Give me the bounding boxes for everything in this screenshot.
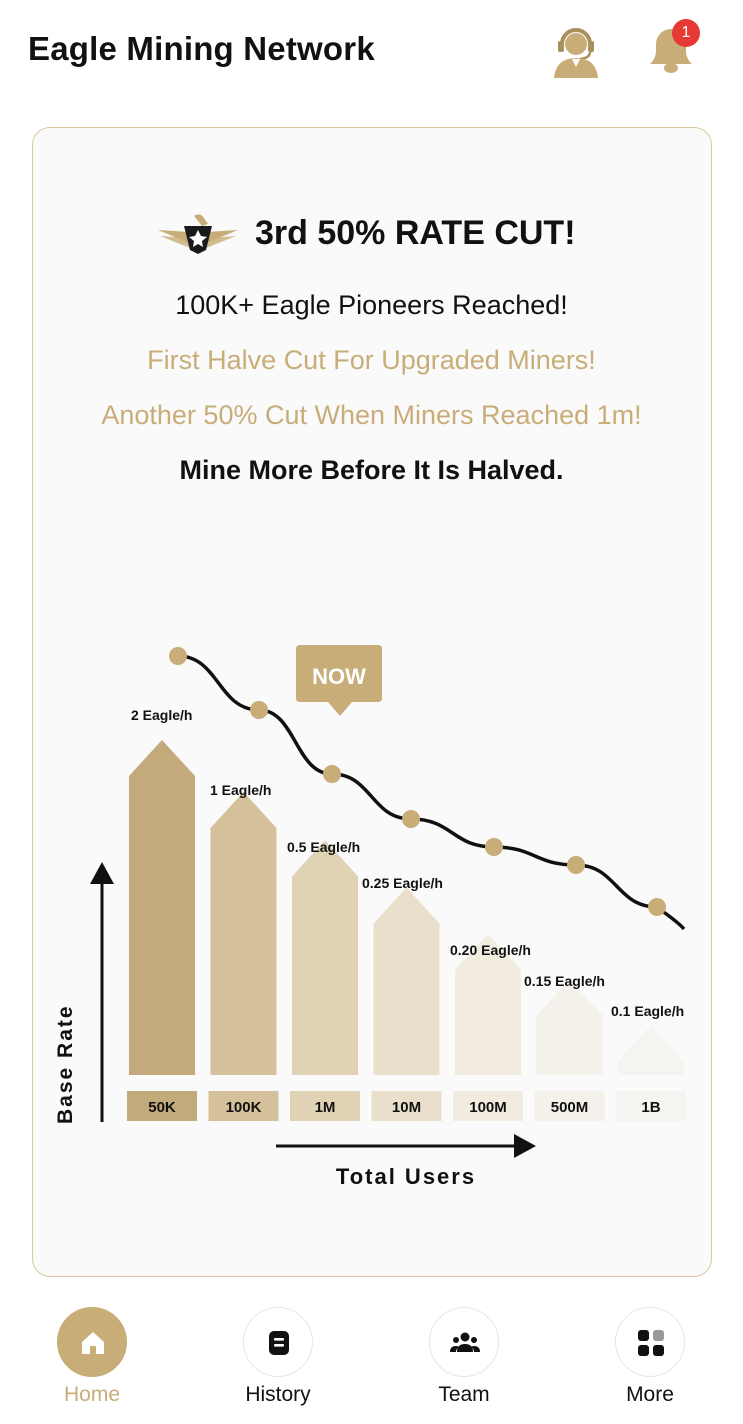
data-label-100M: 0.20 Eagle/h (450, 942, 531, 958)
tick-box-100K (208, 1091, 279, 1121)
tick-label-500M: 500M (551, 1099, 589, 1116)
data-label-500M: 0.15 Eagle/h (524, 973, 605, 989)
tick-box-100M (453, 1091, 523, 1121)
bar-1M (292, 840, 358, 1075)
nav-more[interactable]: More (585, 1307, 715, 1417)
app-title: Eagle Mining Network (28, 30, 375, 67)
data-label-50K: 2 Eagle/h (131, 707, 192, 723)
data-label-100K: 1 Eagle/h (210, 782, 271, 798)
tick-label-1M: 1M (315, 1099, 336, 1116)
tick-label-10M: 10M (392, 1099, 421, 1116)
data-label-1B: 0.1 Eagle/h (611, 1003, 684, 1019)
tick-label-1B: 1B (641, 1099, 660, 1116)
pioneers-text: 100K+ Eagle Pioneers Reached! (175, 290, 568, 320)
tick-box-1M (290, 1091, 360, 1121)
nav-history-circle (243, 1307, 313, 1377)
notification-badge: 1 (672, 19, 700, 47)
app-header: Eagle Mining Network 1 (0, 0, 743, 100)
y-axis-label: Base Rate (54, 1004, 77, 1124)
trend-marker-500M (567, 856, 585, 874)
eagle-logo-icon (158, 214, 238, 254)
bottom-nav: Home History Team (0, 1287, 743, 1424)
more-grid-icon (638, 1330, 664, 1356)
nav-history[interactable]: History (213, 1307, 343, 1417)
tick-box-1B (616, 1091, 686, 1121)
trend-marker-100M (485, 838, 503, 856)
history-document-icon (269, 1331, 289, 1355)
tick-box-10M (371, 1091, 442, 1121)
bar-500M (536, 979, 603, 1075)
trend-marker-10M (402, 810, 420, 828)
headline: 3rd 50% RATE CUT! (255, 214, 576, 252)
tick-box-500M (534, 1091, 605, 1121)
team-people-icon (450, 1332, 480, 1352)
headset-agent-icon (554, 28, 598, 78)
tick-label-100K: 100K (226, 1099, 262, 1116)
nav-home[interactable]: Home (27, 1307, 157, 1417)
nav-more-circle (615, 1307, 685, 1377)
trend-marker-1M (323, 765, 341, 783)
tick-box-50K (127, 1091, 197, 1121)
support-agent-button[interactable] (546, 22, 606, 82)
now-label: NOW (312, 664, 366, 689)
headline-row: 3rd 50% RATE CUT! (0, 212, 743, 260)
bar-100M (455, 933, 521, 1075)
now-callout (296, 645, 382, 716)
nav-history-label: History (245, 1383, 311, 1406)
tick-label-100M: 100M (469, 1099, 507, 1116)
y-axis-arrow (90, 862, 114, 884)
home-icon (82, 1332, 104, 1354)
x-axis-arrow (514, 1134, 536, 1158)
nav-more-label: More (626, 1383, 674, 1406)
data-label-1M: 0.5 Eagle/h (287, 839, 360, 855)
bar-1B (618, 1025, 684, 1075)
x-axis-label: Total Users (336, 1164, 476, 1189)
mine-more-text: Mine More Before It Is Halved. (179, 455, 564, 485)
nav-home-circle (57, 1307, 127, 1377)
nav-team-circle (429, 1307, 499, 1377)
trend-marker-100K (250, 701, 268, 719)
trend-marker-50K (169, 647, 187, 665)
bar-10M (373, 887, 440, 1075)
bar-100K (210, 791, 277, 1075)
trend-marker-1B (648, 898, 666, 916)
tick-label-50K: 50K (148, 1099, 176, 1116)
nav-home-label: Home (63, 1383, 121, 1406)
first-cut-text: First Halve Cut For Upgraded Miners! (147, 345, 596, 375)
another-cut-text: Another 50% Cut When Miners Reached 1m! (101, 400, 642, 430)
nav-team-label: Team (438, 1383, 490, 1406)
data-label-10M: 0.25 Eagle/h (362, 875, 443, 891)
bar-50K (129, 740, 195, 1075)
nav-team[interactable]: Team (399, 1307, 529, 1417)
